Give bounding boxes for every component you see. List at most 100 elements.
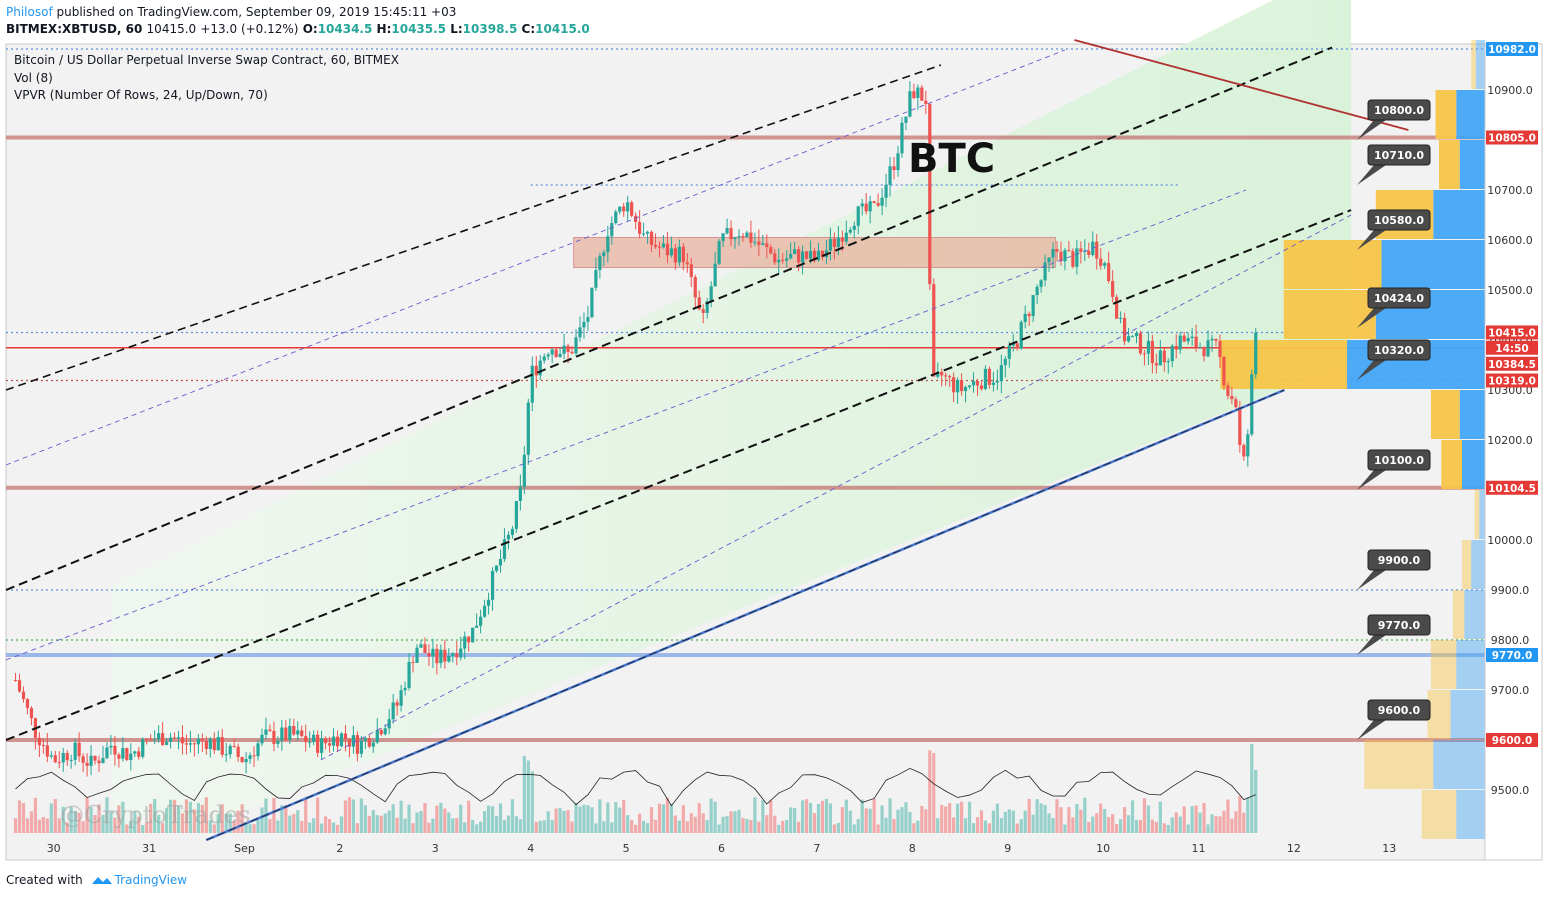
volume-bar (836, 822, 840, 833)
volume-profile (1220, 40, 1485, 839)
candle-body (971, 381, 976, 386)
volume-bar (216, 814, 220, 833)
note-label: 10100.0 (1374, 454, 1424, 467)
candle-body (29, 708, 34, 719)
author-link[interactable]: Philosof (6, 5, 53, 19)
volume-bar (1154, 821, 1158, 833)
volume-bar (1226, 799, 1230, 833)
candle-body (407, 661, 411, 688)
volume-bar (407, 804, 411, 833)
price-tag-bg (1486, 130, 1538, 145)
volume-bar (331, 822, 336, 833)
candle-body (17, 680, 22, 692)
volume-bar (479, 821, 483, 833)
candle-body (403, 687, 407, 691)
candle-body (323, 738, 328, 744)
candle-body (1059, 251, 1063, 262)
candle-body (558, 353, 562, 357)
volume-bar (1047, 813, 1051, 833)
candle-body (391, 702, 395, 720)
candle-body (1162, 350, 1166, 363)
candle-body (908, 91, 912, 117)
vp-down-bar (1283, 290, 1376, 339)
candle-body (347, 739, 352, 747)
y-tick-label: 10200.0 (1487, 434, 1533, 447)
volume-bar (1007, 809, 1011, 833)
candle-body (952, 377, 956, 393)
price-tag-bg (1486, 325, 1538, 340)
candle-body (1075, 248, 1079, 267)
vp-down-bar (1220, 340, 1347, 389)
candle-body (975, 381, 980, 386)
candle-body (622, 206, 626, 212)
note-label: 10580.0 (1374, 214, 1424, 227)
candle-body (757, 241, 761, 245)
volume-bar (924, 809, 928, 833)
candle-body (1031, 295, 1035, 317)
candle-body (713, 263, 717, 287)
candle-body (944, 375, 948, 377)
price-tag-label: 10415.0 (1488, 328, 1536, 340)
candle-body (1170, 345, 1174, 362)
volume-bar (196, 803, 200, 833)
candle-body (626, 202, 630, 212)
candle-body (117, 754, 121, 759)
candle-body (467, 636, 471, 643)
volume-bar (848, 810, 852, 833)
volume-bar (335, 824, 340, 833)
price-tag-label: 10104.5 (1488, 483, 1536, 495)
x-tick-label: 6 (718, 842, 725, 855)
volume-bar (856, 819, 860, 833)
candle-body (13, 680, 18, 681)
volume-bar (1130, 800, 1135, 833)
candle-body (812, 250, 817, 261)
candle-body (41, 745, 45, 747)
note-box (1367, 339, 1431, 361)
candle-body (280, 727, 284, 741)
candle-body (149, 739, 153, 741)
candle-body (1047, 257, 1051, 263)
volume-bar (630, 819, 634, 833)
volume-bar (367, 815, 371, 833)
y-tick-label: 9800.0 (1491, 634, 1530, 647)
candle-body (1126, 336, 1131, 342)
volume-bar (200, 804, 204, 833)
volume-bar (463, 822, 467, 833)
price-axis[interactable] (1484, 43, 1543, 861)
volume-bar (1099, 803, 1103, 833)
created-with-text: Created with (6, 873, 83, 887)
candle-body (415, 647, 419, 663)
symbol-label[interactable]: BITMEX:XBTUSD, 60 (6, 22, 143, 36)
volume-bar (793, 807, 797, 833)
price-tag-bg (1486, 733, 1538, 747)
candle-body (1039, 280, 1043, 287)
volume-bar (347, 797, 352, 833)
candle-body (482, 605, 487, 617)
price-tag-bg (1486, 340, 1538, 355)
note-box (1367, 614, 1431, 636)
tradingview-link[interactable]: TradingView (114, 873, 188, 887)
volume-bar (677, 820, 681, 833)
candle-body (184, 743, 189, 745)
candle-body (665, 243, 670, 256)
candle-body (471, 627, 475, 643)
candle-body (1138, 333, 1143, 354)
candle-body (423, 644, 427, 654)
volume-bar (13, 818, 18, 833)
volume-bar (204, 797, 208, 833)
candle-body (85, 762, 89, 766)
volume-bar (323, 816, 328, 833)
candle-body (745, 232, 749, 238)
note-pointer (1357, 120, 1386, 140)
volume-bar (1103, 808, 1107, 833)
candle-body (530, 365, 534, 403)
volume-bar (928, 750, 932, 833)
volume-bar (975, 817, 980, 833)
volume-bar (371, 810, 375, 833)
volume-bar (240, 804, 244, 833)
vp-down-bar (1471, 40, 1476, 89)
volume-bar (168, 799, 173, 833)
volume-bar (355, 823, 359, 833)
candle-body (566, 345, 570, 352)
